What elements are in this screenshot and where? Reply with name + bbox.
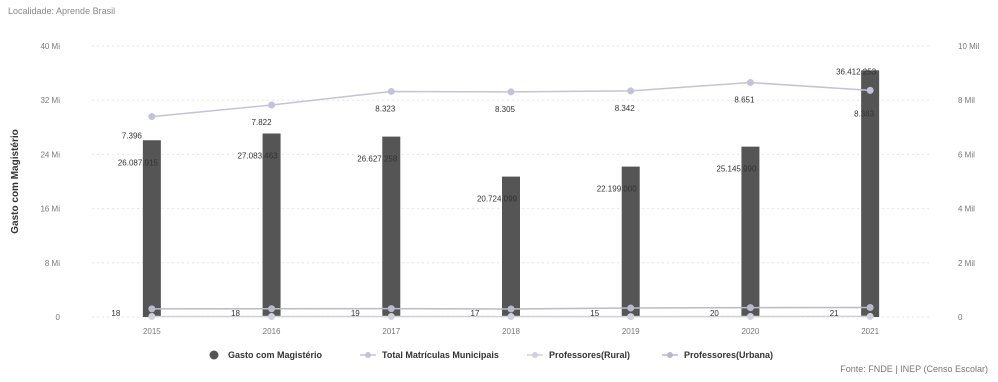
bar-data-label: 25.145.990 <box>716 165 757 174</box>
rural-data-label: 18 <box>111 309 120 318</box>
matriculas-data-label: 8.651 <box>734 96 755 105</box>
matriculas-data-label: 8.363 <box>854 109 875 118</box>
urbana-point <box>387 305 395 313</box>
urbana-point <box>268 305 276 313</box>
matriculas-data-label: 7.396 <box>122 132 143 141</box>
matriculas-point <box>387 87 395 95</box>
x-tick-label: 2021 <box>861 327 879 336</box>
left-tick-label: 40 Mi <box>40 42 60 51</box>
left-tick-label: 8 Mi <box>45 259 60 268</box>
left-tick-label: 32 Mi <box>40 96 60 105</box>
bar-data-label: 27.083.463 <box>238 152 279 161</box>
left-tick-label: 16 Mi <box>40 205 60 214</box>
bar-data-label: 20.724.099 <box>477 195 518 204</box>
rural-point <box>627 313 635 321</box>
bar-data-label: 36.412.253 <box>836 67 877 76</box>
matriculas-data-label: 8.342 <box>615 104 636 113</box>
x-tick-label: 2017 <box>382 327 400 336</box>
matriculas-point <box>627 87 635 95</box>
rural-point <box>387 312 395 320</box>
legend-marker <box>532 352 538 358</box>
bar-data-label: 22.199.000 <box>597 185 638 194</box>
matriculas-data-label: 8.305 <box>495 105 516 114</box>
rural-point <box>866 312 874 320</box>
bar-data-label: 26.627.258 <box>357 155 398 164</box>
legend-label: Professores(Urbana) <box>684 350 773 360</box>
bar-data-label: 26.087.915 <box>118 158 159 167</box>
left-tick-label: 0 <box>56 313 61 322</box>
matriculas-data-label: 7.822 <box>252 118 273 127</box>
matriculas-point <box>268 101 276 109</box>
source-label: Fonte: FNDE | INEP (Censo Escolar) <box>840 364 988 374</box>
urbana-point <box>866 304 874 312</box>
urbana-point <box>507 305 515 313</box>
right-tick-label: 2 Mil <box>958 259 975 268</box>
rural-data-label: 17 <box>471 309 480 318</box>
urbana-point <box>148 305 156 313</box>
locality-label: Localidade: Aprende Brasil <box>8 6 116 16</box>
matriculas-point <box>507 88 515 96</box>
legend-label: Total Matrículas Municipais <box>382 350 499 360</box>
legend-marker <box>667 352 673 358</box>
legend-label: Gasto com Magistério <box>228 350 323 360</box>
urbana-point <box>746 304 754 312</box>
rural-point <box>746 312 754 320</box>
rural-data-label: 21 <box>830 309 839 318</box>
matriculas-data-label: 8.323 <box>375 104 396 113</box>
y-axis-title: Gasto com Magistério <box>10 129 21 233</box>
right-tick-label: 10 Mil <box>958 42 980 51</box>
x-tick-label: 2019 <box>622 327 640 336</box>
matriculas-point <box>148 113 156 121</box>
legend-label: Professores(Rural) <box>549 350 630 360</box>
matriculas-point <box>866 86 874 94</box>
rural-data-label: 19 <box>351 309 360 318</box>
left-tick-label: 24 Mi <box>40 150 60 159</box>
rural-point <box>507 313 515 321</box>
bar <box>502 176 520 317</box>
right-tick-label: 8 Mil <box>958 96 975 105</box>
bar <box>262 133 281 317</box>
rural-data-label: 18 <box>231 309 240 318</box>
right-tick-label: 6 Mil <box>958 150 975 159</box>
bar <box>382 136 401 317</box>
right-tick-label: 4 Mil <box>958 205 975 214</box>
urbana-point <box>627 304 635 312</box>
bar <box>741 146 760 317</box>
right-tick-label: 0 <box>958 313 963 322</box>
rural-data-label: 15 <box>590 309 599 318</box>
legend-marker <box>209 350 219 360</box>
bar <box>142 140 161 317</box>
bar <box>621 166 640 317</box>
x-tick-label: 2016 <box>263 327 281 336</box>
bar <box>861 70 880 318</box>
x-tick-label: 2020 <box>742 327 760 336</box>
matriculas-point <box>746 79 754 87</box>
x-tick-label: 2015 <box>143 327 161 336</box>
legend-marker <box>365 352 371 358</box>
rural-point <box>148 313 156 321</box>
rural-data-label: 20 <box>710 309 719 318</box>
x-tick-label: 2018 <box>502 327 520 336</box>
rural-point <box>268 313 276 321</box>
